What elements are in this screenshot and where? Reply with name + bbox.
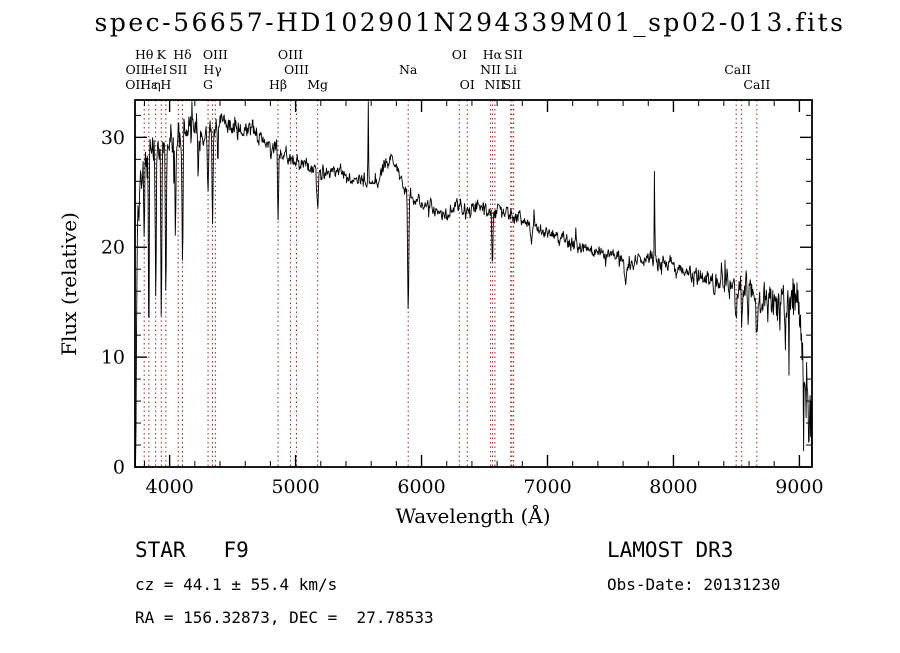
- spectral-marker-label: Hε: [140, 77, 157, 92]
- spectral-marker-label: η: [153, 77, 161, 92]
- spectral-marker-label: OIII: [284, 62, 309, 77]
- y-tick-label: 20: [101, 237, 125, 259]
- y-axis-label: Flux (relative): [57, 212, 81, 356]
- object-class-label: STAR F9: [135, 538, 249, 562]
- spectral-marker-label: OII: [125, 62, 145, 77]
- spectral-marker-label: OI: [452, 47, 467, 62]
- spectral-marker-label: OIII: [203, 47, 228, 62]
- spectral-marker-label: Na: [399, 62, 418, 77]
- spectral-marker-label: Hδ: [173, 47, 191, 62]
- plot-frame: [134, 99, 813, 468]
- spectral-marker-label: H: [160, 77, 171, 92]
- spectral-marker-label: G: [203, 77, 213, 92]
- x-tick-label: 8000: [649, 476, 697, 498]
- x-tick-label: 5000: [271, 476, 319, 498]
- spectral-marker-label: NII: [485, 77, 506, 92]
- spectral-marker-label: OIII: [278, 47, 303, 62]
- spectral-marker-label: NII: [480, 62, 501, 77]
- spectral-marker-label: Hγ: [203, 62, 221, 77]
- spectrum-trace-group: [135, 101, 812, 467]
- spectral-marker-label: K: [157, 47, 167, 62]
- spectral-marker-label: SII: [169, 62, 188, 77]
- spectral-marker-label: Mg: [307, 77, 328, 92]
- y-tick-label: 0: [113, 457, 125, 479]
- spectral-marker-label: OI: [460, 77, 475, 92]
- spectral-marker-label: HeI: [144, 62, 167, 77]
- spectral-marker-label: Hα: [483, 47, 503, 62]
- spectral-marker-label: SII: [504, 47, 523, 62]
- spectrum-trace: [135, 101, 812, 467]
- spectral-marker-label: Hθ: [135, 47, 153, 62]
- y-tick-label: 30: [101, 127, 125, 149]
- axis-ticks: 4000 5000 6000 7000 8000 9000 0 10 20 30: [101, 100, 824, 498]
- spectral-marker-label: OII: [125, 77, 145, 92]
- survey-label: LAMOST DR3: [607, 538, 733, 562]
- x-tick-label: 6000: [397, 476, 445, 498]
- x-tick-label: 9000: [775, 476, 823, 498]
- spectral-marker-label: Li: [505, 62, 517, 77]
- spectral-marker-label: SII: [503, 77, 522, 92]
- spectral-marker-label: CaII: [743, 77, 770, 92]
- x-tick-label: 7000: [523, 476, 571, 498]
- x-axis-label: Wavelength (Å): [395, 503, 550, 528]
- spectral-marker-label: Hβ: [269, 77, 287, 92]
- x-tick-label: 4000: [145, 476, 193, 498]
- figure-title: spec-56657-HD102901N294339M01_sp02-013.f…: [95, 8, 846, 37]
- spectral-marker-label: CaII: [724, 62, 751, 77]
- obs-date: Obs-Date: 20131230: [607, 575, 780, 594]
- ra-dec: RA = 156.32873, DEC = 27.78533: [135, 608, 434, 627]
- cz-value: cz = 44.1 ± 55.4 km/s: [135, 575, 337, 594]
- y-tick-label: 10: [101, 347, 125, 369]
